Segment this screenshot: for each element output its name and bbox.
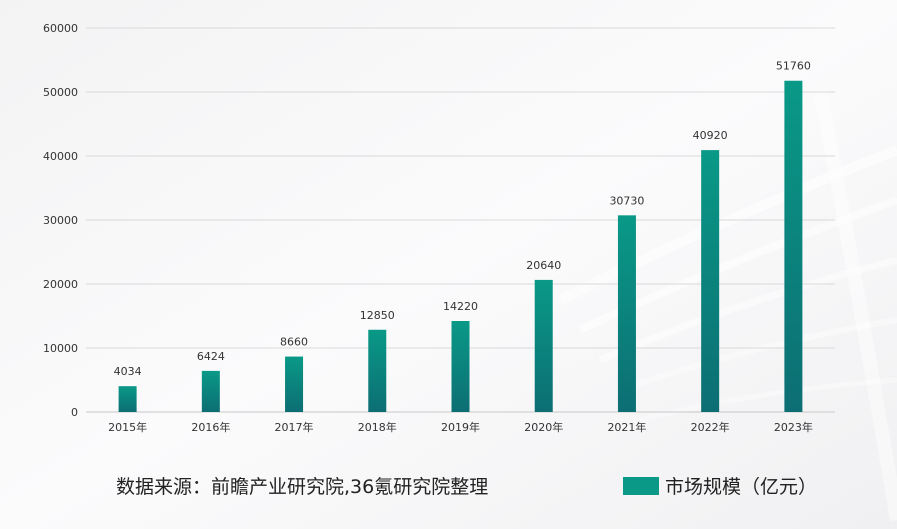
data-label: 51760 — [776, 60, 811, 73]
data-label: 12850 — [360, 309, 395, 322]
y-tick-label: 20000 — [43, 278, 78, 291]
x-tick-label: 2021年 — [607, 420, 646, 434]
x-tick-label: 2016年 — [191, 420, 230, 434]
data-label: 20640 — [526, 259, 561, 272]
data-labels: 4034 6424 8660 12850 14220 20640 30730 40920 517… — [114, 60, 811, 378]
x-axis-tick-labels: 2015年 2016年 2017年 2018年 2019年 2020年 2021年 2022年… — [108, 420, 813, 434]
bar — [534, 279, 553, 412]
data-label: 30730 — [609, 194, 644, 207]
x-tick-label: 2019年 — [441, 420, 480, 434]
x-tick-label: 2023年 — [774, 420, 813, 434]
data-label: 14220 — [443, 300, 478, 313]
y-tick-label: 0 — [71, 406, 78, 419]
y-axis-tick-labels: 0 10000 20000 30000 40000 50000 60000 — [43, 22, 78, 419]
bar — [285, 356, 304, 412]
y-tick-label: 50000 — [43, 86, 78, 99]
legend-label: 市场规模（亿元） — [665, 476, 818, 498]
bar — [368, 329, 387, 412]
data-label: 4034 — [114, 365, 142, 378]
x-tick-label: 2020年 — [524, 420, 563, 434]
bar — [451, 320, 470, 412]
bar — [617, 215, 636, 412]
legend: 市场规模（亿元） — [623, 472, 817, 499]
x-tick-label: 2017年 — [275, 420, 314, 434]
y-tick-label: 30000 — [43, 214, 78, 227]
y-tick-label: 60000 — [43, 22, 78, 35]
bars — [118, 80, 803, 413]
x-tick-label: 2018年 — [358, 420, 397, 434]
x-tick-label: 2022年 — [691, 420, 730, 434]
bar — [784, 80, 803, 413]
y-tick-label: 10000 — [43, 342, 78, 355]
y-tick-label: 40000 — [43, 150, 78, 163]
x-tick-label: 2015年 — [108, 420, 147, 434]
bar — [701, 150, 720, 412]
bar — [118, 386, 137, 412]
data-label: 6424 — [197, 350, 225, 363]
legend-swatch — [623, 476, 659, 495]
data-source-note: 数据来源：前瞻产业研究院,36氪研究院整理 — [116, 476, 489, 498]
bar — [201, 370, 220, 412]
data-label: 40920 — [693, 129, 728, 142]
data-label: 8660 — [280, 336, 308, 349]
